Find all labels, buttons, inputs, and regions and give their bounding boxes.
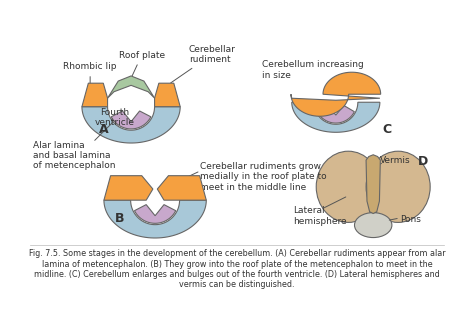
Polygon shape [82,107,180,143]
Text: Lateral
hemisphere: Lateral hemisphere [293,206,346,226]
Ellipse shape [366,151,430,223]
Polygon shape [291,72,381,116]
Polygon shape [155,83,180,107]
Text: Pons: Pons [400,215,421,224]
Text: Cerebellar rudiments grow
medially in the roof plate to
meet in the middle line: Cerebellar rudiments grow medially in th… [200,162,326,192]
Polygon shape [82,83,108,107]
Text: Cerebellum increasing
in size: Cerebellum increasing in size [262,61,364,80]
Text: Fourth
ventricle: Fourth ventricle [95,108,135,127]
Text: Vermis: Vermis [380,156,411,165]
Polygon shape [108,76,155,98]
Text: Fig. 7.5. Some stages in the development of the cerebellum. (A) Cerebellar rudim: Fig. 7.5. Some stages in the development… [29,249,445,289]
Text: C: C [382,123,391,137]
Text: Alar lamina
and basal lamina
of metencephalon: Alar lamina and basal lamina of metencep… [33,140,116,170]
Polygon shape [104,200,206,238]
Ellipse shape [355,213,392,238]
Polygon shape [317,105,355,123]
Text: Cerebellar
rudiment: Cerebellar rudiment [171,44,236,83]
Text: D: D [418,155,428,167]
Text: Rhombic lip: Rhombic lip [64,62,117,86]
Polygon shape [111,111,151,129]
Polygon shape [292,102,380,132]
Polygon shape [366,155,380,213]
Text: Roof plate: Roof plate [118,51,165,76]
Polygon shape [135,204,176,223]
Polygon shape [157,176,206,200]
Text: A: A [99,123,109,137]
Ellipse shape [316,151,380,223]
Polygon shape [104,176,153,200]
Text: B: B [115,213,125,225]
